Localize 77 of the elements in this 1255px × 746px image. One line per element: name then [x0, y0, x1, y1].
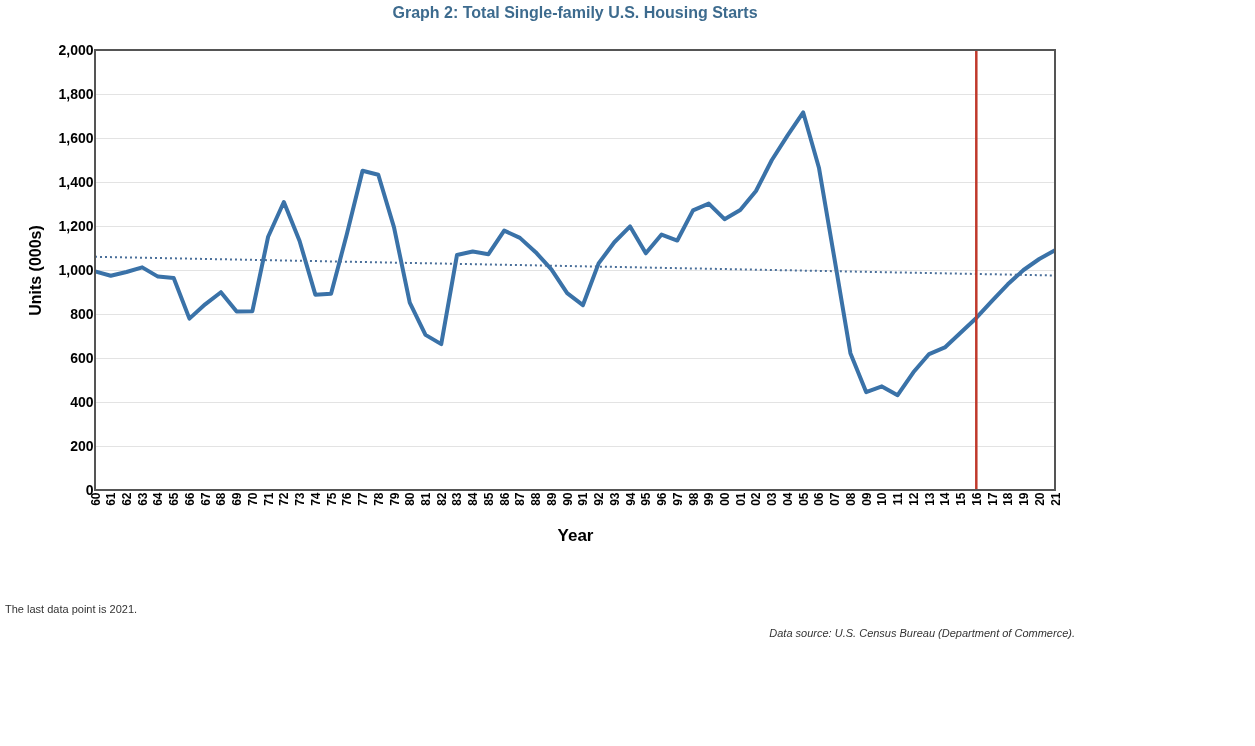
- x-tick-label: 12: [906, 492, 921, 506]
- x-tick-label: 89: [544, 492, 559, 506]
- y-tick-label: 1,400: [58, 173, 94, 190]
- x-tick-label: 14: [938, 492, 953, 506]
- y-tick-label: 1,600: [58, 129, 94, 146]
- x-tick-label: 68: [214, 492, 229, 506]
- x-tick-label: 72: [277, 492, 292, 506]
- y-tick-label: 600: [70, 349, 94, 366]
- x-tick-label: 93: [607, 492, 622, 506]
- x-tick-label: 71: [261, 492, 276, 506]
- x-tick-label: 21: [1048, 492, 1063, 506]
- y-axis-title: Units (000s): [27, 225, 45, 316]
- x-tick-label: 70: [245, 492, 260, 506]
- x-tick-label: 16: [969, 492, 984, 506]
- y-tick-label: 200: [70, 437, 94, 454]
- x-tick-label: 04: [780, 492, 795, 506]
- x-tick-label: 79: [387, 492, 402, 506]
- text: The last data point is 2021.: [5, 603, 138, 615]
- y-tick-label: 1,800: [58, 85, 94, 102]
- x-tick-label: 69: [230, 492, 245, 506]
- x-tick-label: 67: [198, 492, 213, 506]
- x-tick-label: 20: [1032, 492, 1047, 506]
- x-tick-label: 00: [718, 492, 733, 506]
- x-tick-label: 91: [576, 492, 591, 506]
- x-tick-label: 80: [403, 492, 418, 506]
- x-tick-label: 13: [922, 492, 937, 506]
- x-tick-label: 94: [623, 492, 638, 506]
- x-tick-label: 09: [859, 492, 874, 506]
- x-tick-label: 96: [655, 492, 670, 506]
- x-tick-label: 90: [560, 492, 575, 506]
- chart-title: Graph 2: Total Single-family U.S. Housing Starts: [392, 4, 758, 21]
- x-tick-label: 62: [119, 492, 134, 506]
- x-tick-label: 88: [529, 492, 544, 506]
- x-tick-label: 98: [686, 492, 701, 506]
- x-tick-label: 99: [702, 492, 717, 506]
- x-tick-label: 77: [356, 492, 371, 506]
- x-tick-label: 11: [891, 492, 906, 506]
- x-tick-label: 05: [796, 492, 811, 506]
- x-tick-label: 65: [167, 492, 182, 506]
- x-tick-label: 15: [954, 492, 969, 506]
- x-axis-title: Year: [557, 525, 594, 545]
- y-tick-label: 2,000: [58, 41, 94, 58]
- x-tick-label: 87: [513, 492, 528, 506]
- x-tick-label: 83: [450, 492, 465, 506]
- x-tick-label: 17: [985, 492, 1000, 506]
- x-tick-label: 61: [104, 492, 119, 506]
- x-tick-label: 07: [828, 492, 843, 506]
- x-tick-label: 81: [418, 492, 433, 506]
- x-tick-label: 85: [481, 492, 496, 506]
- x-tick-label: 73: [293, 492, 308, 506]
- x-tick-label: 84: [466, 492, 481, 506]
- x-tick-label: 19: [1017, 492, 1032, 506]
- x-tick-label: 76: [340, 492, 355, 506]
- x-tick-label: 92: [592, 492, 607, 506]
- x-tick-label: 06: [812, 492, 827, 506]
- x-tick-label: 95: [639, 492, 654, 506]
- x-tick-label: 97: [670, 492, 685, 506]
- source-note: Data source: U.S. Census Bureau (Department of Commerce).: [769, 627, 1075, 639]
- x-tick-label: 86: [497, 492, 512, 506]
- x-tick-label: 01: [733, 492, 748, 506]
- x-tick-label: 75: [324, 492, 339, 506]
- x-tick-label: 08: [843, 492, 858, 506]
- line-series: [93, 110, 1057, 398]
- x-tick-label: 74: [308, 492, 323, 506]
- x-tick-label: 02: [749, 492, 764, 506]
- x-tick-label: 18: [1001, 492, 1016, 506]
- x-tick-label: 63: [135, 492, 150, 506]
- x-tick-label: 66: [182, 492, 197, 506]
- x-tick-label: 78: [371, 492, 386, 506]
- y-tick-label: 1,200: [58, 217, 94, 234]
- y-tick-label: 400: [70, 393, 94, 410]
- x-tick-label: 82: [434, 492, 449, 506]
- y-tick-label: 800: [70, 305, 94, 322]
- x-tick-label: 64: [151, 492, 166, 506]
- y-tick-label: 1,000: [58, 261, 94, 278]
- x-tick-label: 10: [875, 492, 890, 506]
- x-tick-label: 03: [765, 492, 780, 506]
